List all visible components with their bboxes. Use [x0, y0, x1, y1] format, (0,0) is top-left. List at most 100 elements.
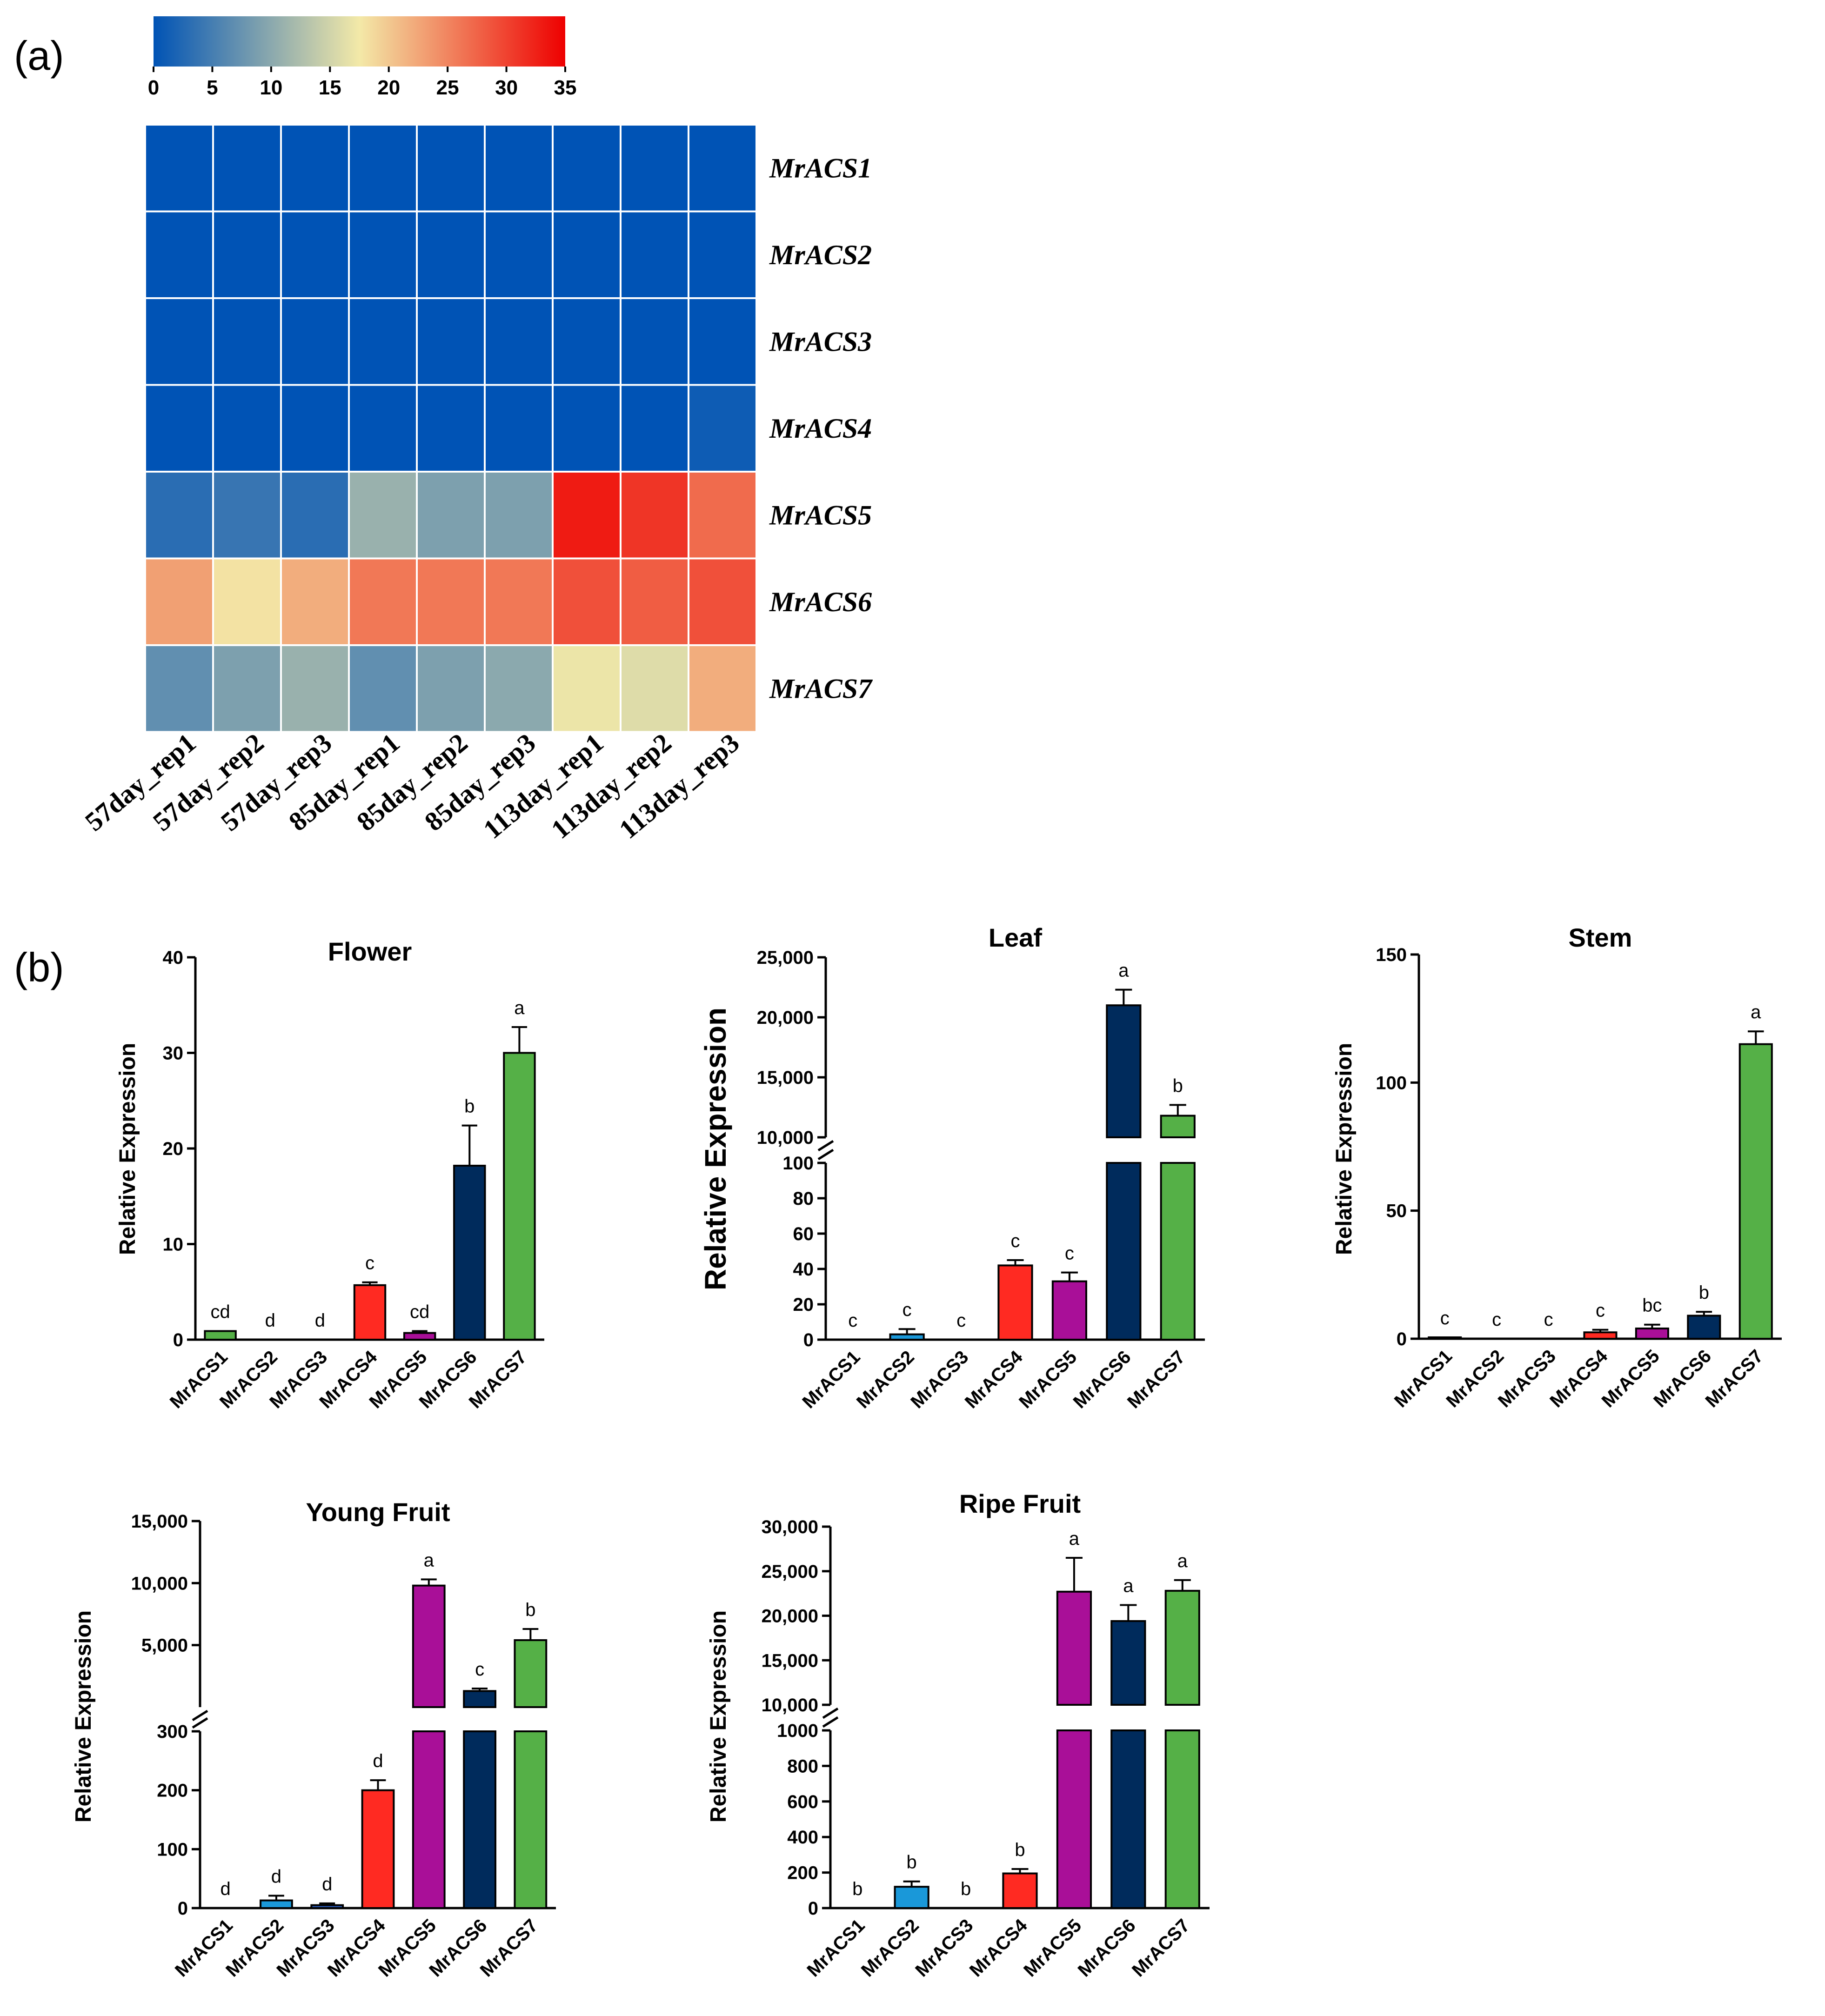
heatmap-cell	[144, 384, 214, 473]
heatmap-cell	[144, 471, 214, 560]
x-tick-label: MrACS2	[1442, 1346, 1508, 1411]
heatmap-cell	[280, 124, 350, 213]
heatmap-cell	[620, 557, 689, 646]
heatmap-cell	[416, 644, 486, 733]
significance-letter: a	[1177, 1551, 1188, 1571]
heatmap-cell	[212, 124, 282, 213]
bar	[1002, 1872, 1038, 1909]
significance-letter: b	[852, 1879, 862, 1899]
heatmap-cell	[620, 210, 689, 299]
y-tick-label: 0	[803, 1330, 814, 1350]
colorbar-tick-label: 35	[554, 76, 577, 99]
heatmap-row-label: MrACS1	[769, 153, 872, 183]
heatmap-cell	[212, 557, 282, 646]
axis-break-mark	[192, 1709, 208, 1722]
significance-letter: c	[365, 1253, 374, 1274]
heatmap-cell	[688, 557, 757, 646]
y-tick-label: 30,000	[762, 1517, 818, 1537]
y-tick-label: 20,000	[757, 1008, 814, 1028]
significance-letter: c	[1544, 1309, 1553, 1330]
heatmap-cell	[484, 210, 554, 299]
bar	[997, 1264, 1033, 1341]
y-tick-label: 20,000	[762, 1606, 818, 1627]
x-tick-label: MrACS3	[907, 1347, 972, 1412]
significance-letter: b	[1015, 1840, 1025, 1860]
chart-title: Young Fruit	[306, 1497, 450, 1527]
significance-letter: a	[424, 1550, 435, 1570]
heatmap-cell	[280, 210, 350, 299]
heatmap-cell	[552, 124, 622, 213]
heatmap-cell	[348, 471, 418, 560]
heatmap-cell	[552, 557, 622, 646]
bar	[1056, 1729, 1092, 1909]
heatmap-cell	[620, 384, 689, 473]
heatmap-cell	[620, 297, 689, 386]
significance-letter: d	[221, 1879, 231, 1899]
significance-letter: d	[265, 1310, 275, 1331]
chart-stem: Stem Relative Expression 0 50 100 150 c MrACS1 c…	[1332, 923, 1782, 1411]
y-tick-label: 1000	[777, 1721, 818, 1741]
heatmap-cell	[552, 644, 622, 733]
bar-upper	[1164, 1589, 1200, 1706]
significance-letter: d	[271, 1866, 281, 1887]
heatmap-cell	[484, 124, 554, 213]
heatmap-row-label: MrACS4	[769, 413, 872, 444]
bar-upper	[1160, 1115, 1196, 1139]
y-tick-label: 100	[782, 1153, 814, 1174]
y-tick-label: 600	[787, 1792, 818, 1812]
heatmap-row-label: MrACS3	[769, 326, 872, 357]
heatmap-cell	[484, 297, 554, 386]
y-tick-label: 0	[178, 1898, 188, 1919]
significance-letter: c	[848, 1310, 857, 1331]
heatmap-cell	[688, 124, 757, 213]
x-tick-label: MrACS2	[857, 1915, 923, 1981]
chart-title: Flower	[328, 937, 412, 966]
x-tick-label: MrACS6	[1074, 1915, 1140, 1981]
y-tick-label: 15,000	[762, 1650, 818, 1671]
bar	[894, 1886, 929, 1909]
heatmap-cell	[620, 471, 689, 560]
y-tick-label: 200	[157, 1781, 188, 1801]
y-tick-label: 800	[787, 1756, 818, 1776]
y-tick-label: 25,000	[762, 1562, 818, 1582]
y-tick-label: 5,000	[141, 1635, 188, 1656]
heatmap-cell	[484, 557, 554, 646]
heatmap-cell	[552, 384, 622, 473]
y-tick-label: 15,000	[131, 1511, 188, 1532]
bar	[1110, 1729, 1146, 1909]
colorbar-tick-label: 15	[319, 76, 341, 99]
heatmap-cell	[280, 297, 350, 386]
heatmap-cell	[348, 297, 418, 386]
bar-upper	[1110, 1620, 1146, 1706]
bar	[503, 1052, 536, 1341]
heatmap-cell	[416, 124, 486, 213]
bar	[1106, 1162, 1142, 1341]
heatmap-cell	[348, 557, 418, 646]
heatmap-cell	[212, 384, 282, 473]
significance-letter: b	[961, 1879, 971, 1899]
heatmap-cell	[688, 384, 757, 473]
heatmap-cell	[416, 384, 486, 473]
heatmap-cell	[280, 471, 350, 560]
bar	[889, 1333, 925, 1341]
y-tick-label: 50	[1386, 1201, 1407, 1222]
bar	[204, 1330, 237, 1341]
heatmap-cell	[212, 210, 282, 299]
x-tick-label: MrACS5	[1015, 1347, 1081, 1412]
bar	[361, 1789, 395, 1909]
significance-letter: b	[464, 1096, 475, 1117]
bar-upper	[412, 1584, 446, 1709]
y-tick-label: 100	[157, 1839, 188, 1860]
x-tick-label: MrACS3	[911, 1915, 977, 1981]
axis-break-mark	[817, 1140, 834, 1152]
heatmap-cell	[416, 471, 486, 560]
heatmap-cell	[144, 210, 214, 299]
x-tick-label: MrACS1	[803, 1915, 869, 1981]
y-tick-label: 30	[163, 1043, 184, 1064]
significance-letter: a	[1751, 1002, 1761, 1022]
bar	[1738, 1043, 1773, 1340]
colorbar-tick-label: 20	[377, 76, 400, 99]
x-tick-label: MrACS3	[1494, 1346, 1560, 1411]
heatmap-cell	[144, 557, 214, 646]
bar-upper	[463, 1690, 496, 1708]
